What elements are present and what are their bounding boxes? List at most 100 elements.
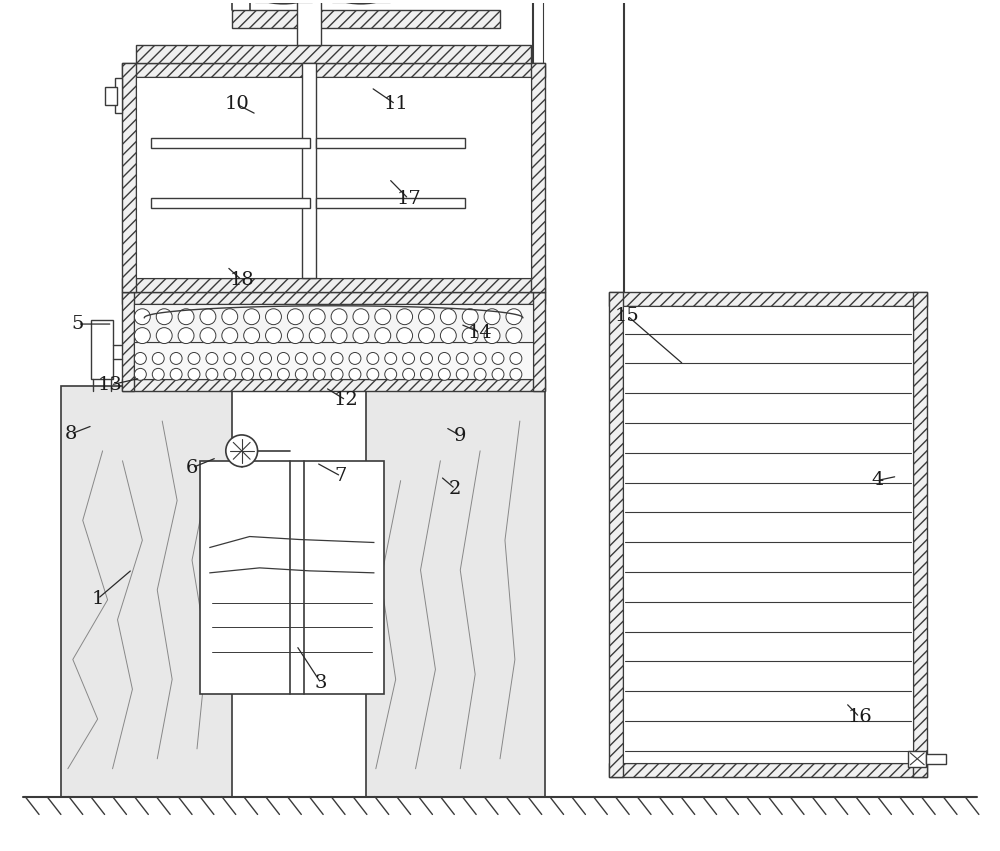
Circle shape [492,352,504,364]
Circle shape [419,328,434,344]
Circle shape [224,352,236,364]
Bar [200,460,384,694]
Bar [332,0,390,2]
Circle shape [206,368,218,380]
Text: 9: 9 [454,426,467,444]
Text: 11: 11 [383,95,408,113]
Circle shape [224,368,236,380]
Circle shape [188,368,200,380]
Circle shape [156,328,172,344]
Circle shape [438,368,450,380]
Circle shape [403,352,415,364]
Circle shape [242,352,254,364]
Bar [151,138,310,147]
Circle shape [277,368,289,380]
Circle shape [152,352,164,364]
Text: 2: 2 [449,480,461,498]
Polygon shape [366,386,545,797]
Circle shape [331,309,347,325]
Bar [623,306,913,762]
Circle shape [287,309,303,325]
Circle shape [309,328,325,344]
Circle shape [200,309,216,325]
Circle shape [419,309,434,325]
Circle shape [510,368,522,380]
Circle shape [134,328,150,344]
Bar [122,292,134,391]
Circle shape [242,368,254,380]
Text: 14: 14 [468,323,493,341]
Circle shape [375,328,391,344]
Bar [913,292,927,777]
Bar [609,292,927,306]
Bar [302,63,316,278]
Bar [134,341,533,380]
Circle shape [266,328,281,344]
Circle shape [331,328,347,344]
Circle shape [331,368,343,380]
Bar [609,292,623,777]
Circle shape [438,352,450,364]
Bar [136,45,531,63]
Circle shape [440,328,456,344]
Circle shape [456,352,468,364]
Circle shape [260,352,272,364]
Text: 1: 1 [91,590,104,608]
Text: 13: 13 [98,376,123,394]
Bar [609,762,927,777]
Bar [91,320,113,380]
Text: 7: 7 [335,467,347,485]
Circle shape [266,309,281,325]
Circle shape [287,328,303,344]
Bar [316,138,465,147]
Circle shape [206,352,218,364]
Circle shape [295,352,307,364]
Circle shape [170,368,182,380]
Circle shape [353,309,369,325]
Bar [232,9,500,27]
Circle shape [260,368,272,380]
Circle shape [506,328,522,344]
Text: 10: 10 [224,95,249,113]
Text: 3: 3 [315,674,327,693]
Circle shape [462,328,478,344]
Text: 5: 5 [72,315,84,333]
Circle shape [421,368,432,380]
Text: 15: 15 [615,306,640,324]
Circle shape [313,368,325,380]
Circle shape [397,328,413,344]
Text: 17: 17 [396,190,421,208]
Circle shape [156,309,172,325]
Bar [105,87,117,106]
Circle shape [200,328,216,344]
Circle shape [244,328,260,344]
Circle shape [331,352,343,364]
Circle shape [244,309,260,325]
Text: 6: 6 [186,459,198,477]
Circle shape [456,368,468,380]
Circle shape [385,352,397,364]
Circle shape [421,352,432,364]
Bar [122,292,545,304]
Bar [316,197,465,208]
Circle shape [403,368,415,380]
Bar [136,77,531,278]
Circle shape [222,328,238,344]
Circle shape [134,368,146,380]
Ellipse shape [331,0,391,3]
Circle shape [188,352,200,364]
Bar [531,63,545,292]
Bar [151,197,310,208]
Circle shape [510,352,522,364]
Circle shape [226,435,258,466]
Circle shape [440,309,456,325]
Bar [122,63,136,292]
Bar [115,78,122,113]
Circle shape [277,352,289,364]
Circle shape [484,309,500,325]
Bar [926,754,946,764]
Circle shape [349,352,361,364]
Circle shape [313,352,325,364]
Bar [122,380,545,391]
Text: 8: 8 [65,425,77,443]
